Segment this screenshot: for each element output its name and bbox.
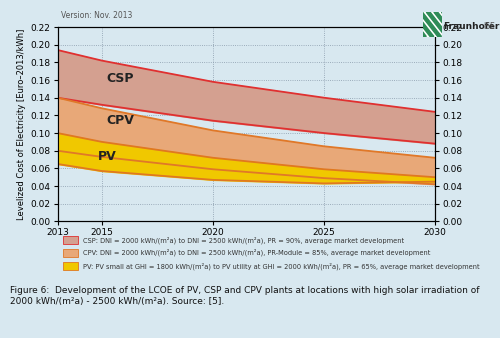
Polygon shape: [434, 12, 456, 37]
Bar: [62, 262, 78, 270]
Text: Version: Nov. 2013: Version: Nov. 2013: [62, 11, 132, 20]
Text: PV: PV small at GHI = 1800 kWh/(m²a) to PV utility at GHI = 2000 kWh/(m²a), PR =: PV: PV small at GHI = 1800 kWh/(m²a) to …: [83, 263, 479, 270]
Text: CPV: CPV: [106, 114, 134, 127]
Polygon shape: [426, 12, 449, 37]
Text: CSP: DNI = 2000 kWh/(m²a) to DNI = 2500 kWh/(m²a), PR = 90%, average market deve: CSP: DNI = 2000 kWh/(m²a) to DNI = 2500 …: [83, 236, 404, 244]
Text: ISE: ISE: [483, 22, 494, 31]
Text: Fraunhofer: Fraunhofer: [443, 22, 500, 31]
Text: PV: PV: [98, 150, 116, 164]
Text: CPV: DNI = 2000 kWh/(m²a) to DNI = 2500 kWh/(m²a), PR-Module = 85%, average mark: CPV: DNI = 2000 kWh/(m²a) to DNI = 2500 …: [83, 249, 430, 257]
Polygon shape: [442, 12, 464, 37]
Polygon shape: [404, 12, 426, 37]
Polygon shape: [449, 12, 472, 37]
Text: CSP: CSP: [106, 72, 134, 85]
Text: Figure 6:  Development of the LCOE of PV, CSP and CPV plants at locations with h: Figure 6: Development of the LCOE of PV,…: [10, 286, 480, 307]
Bar: [62, 236, 78, 244]
Polygon shape: [411, 12, 434, 37]
Y-axis label: Levelized Cost of Electricity [Euro–2013/kWh]: Levelized Cost of Electricity [Euro–2013…: [18, 28, 26, 220]
Polygon shape: [418, 12, 442, 37]
Bar: [62, 248, 78, 257]
